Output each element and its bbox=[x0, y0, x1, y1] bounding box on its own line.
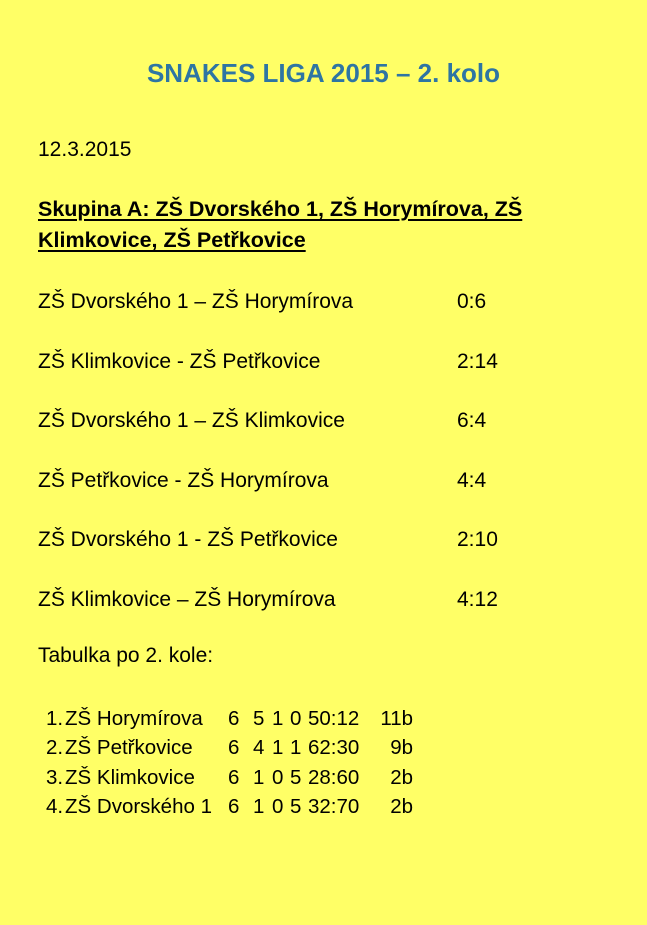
standings-row: 3.ZŠ Klimkovice 6 1 0 5 28:60 2b bbox=[38, 763, 609, 793]
match-result-row: ZŠ Dvorského 1 – ZŠ Horymírova 0:6 bbox=[38, 290, 609, 314]
standings-row: 4.ZŠ Dvorského 1 6 1 0 5 32:70 2b bbox=[38, 792, 609, 822]
standings-score: 50:12 bbox=[308, 706, 360, 730]
standings-points: 2b bbox=[390, 765, 413, 789]
match-teams: ZŠ Klimkovice – ZŠ Horymírova bbox=[38, 587, 336, 611]
match-score: 0:6 bbox=[457, 290, 487, 313]
standings-team: ZŠ Klimkovice bbox=[65, 765, 195, 789]
standings-games: 6 bbox=[228, 765, 240, 789]
standings-wins: 5 bbox=[253, 706, 265, 730]
standings-wins: 4 bbox=[253, 736, 265, 759]
group-heading: Skupina A: ZŠ Dvorského 1, ZŠ Horymírova… bbox=[38, 194, 609, 256]
match-result-row: ZŠ Dvorského 1 - ZŠ Petřkovice 2:10 bbox=[38, 528, 609, 552]
date-text: 12.3.2015 bbox=[38, 138, 132, 161]
group-heading-line-2: Klimkovice, ZŠ Petřkovice bbox=[38, 228, 306, 252]
standings-wins: 1 bbox=[253, 795, 265, 818]
match-teams: ZŠ Klimkovice - ZŠ Petřkovice bbox=[38, 349, 321, 373]
standings-games: 6 bbox=[228, 795, 240, 818]
match-score: 6:4 bbox=[457, 409, 487, 432]
match-score: 4:12 bbox=[457, 587, 498, 611]
standings-games: 6 bbox=[228, 706, 240, 730]
match-teams: ZŠ Dvorského 1 – ZŠ Horymírova bbox=[38, 290, 354, 313]
standings-team: ZŠ Dvorského 1 bbox=[65, 795, 212, 818]
standings-games: 6 bbox=[228, 736, 240, 759]
match-results-list: ZŠ Dvorského 1 – ZŠ Horymírova 0:6 ZŠ Kl… bbox=[38, 290, 609, 612]
match-teams: ZŠ Dvorského 1 – ZŠ Klimkovice bbox=[38, 409, 345, 432]
standings-rank: 2. bbox=[46, 736, 64, 759]
standings-draws: 0 bbox=[272, 795, 284, 818]
standings-points: 9b bbox=[390, 736, 413, 759]
standings-rank: 3. bbox=[46, 765, 64, 789]
page-title: SNAKES LIGA 2015 – 2. kolo bbox=[146, 58, 501, 88]
match-score: 4:4 bbox=[457, 468, 487, 492]
standings-row: 2.ZŠ Petřkovice 6 4 1 1 62:30 9b bbox=[38, 733, 609, 763]
standings-losses: 1 bbox=[290, 736, 302, 759]
standings-score: 62:30 bbox=[308, 736, 360, 759]
match-result-row: ZŠ Klimkovice – ZŠ Horymírova 4:12 bbox=[38, 588, 609, 612]
standings-heading: Tabulka po 2. kole: bbox=[38, 643, 214, 667]
match-teams: ZŠ Petřkovice - ZŠ Horymírova bbox=[38, 468, 329, 492]
match-result-row: ZŠ Dvorského 1 – ZŠ Klimkovice 6:4 bbox=[38, 409, 609, 433]
standings-team: ZŠ Horymírova bbox=[65, 706, 203, 730]
standings-score: 28:60 bbox=[308, 765, 360, 789]
standings-losses: 0 bbox=[290, 706, 302, 730]
group-heading-line-1: Skupina A: ZŠ Dvorského 1, ZŠ Horymírova… bbox=[38, 197, 523, 221]
standings-rank: 1. bbox=[46, 706, 64, 730]
standings-wins: 1 bbox=[253, 765, 265, 789]
standings-losses: 5 bbox=[290, 765, 302, 789]
standings-rank: 4. bbox=[46, 795, 64, 818]
standings-draws: 1 bbox=[272, 736, 284, 759]
standings-points: 2b bbox=[390, 795, 413, 818]
standings-losses: 5 bbox=[290, 795, 302, 818]
match-result-row: ZŠ Klimkovice - ZŠ Petřkovice 2:14 bbox=[38, 350, 609, 374]
match-teams: ZŠ Dvorského 1 - ZŠ Petřkovice bbox=[38, 528, 338, 551]
standings-row: 1.ZŠ Horymírova 6 5 1 0 50:12 11b bbox=[38, 704, 609, 734]
standings-team: ZŠ Petřkovice bbox=[65, 736, 193, 759]
standings-score: 32:70 bbox=[308, 795, 360, 818]
standings-draws: 1 bbox=[272, 706, 284, 730]
standings-draws: 0 bbox=[272, 765, 284, 789]
match-score: 2:10 bbox=[457, 528, 498, 551]
standings-table: 1.ZŠ Horymírova 6 5 1 0 50:12 11b 2.ZŠ Petřkov… bbox=[38, 704, 609, 822]
match-score: 2:14 bbox=[457, 349, 498, 373]
standings-points: 11b bbox=[380, 706, 413, 730]
match-result-row: ZŠ Petřkovice - ZŠ Horymírova 4:4 bbox=[38, 469, 609, 493]
